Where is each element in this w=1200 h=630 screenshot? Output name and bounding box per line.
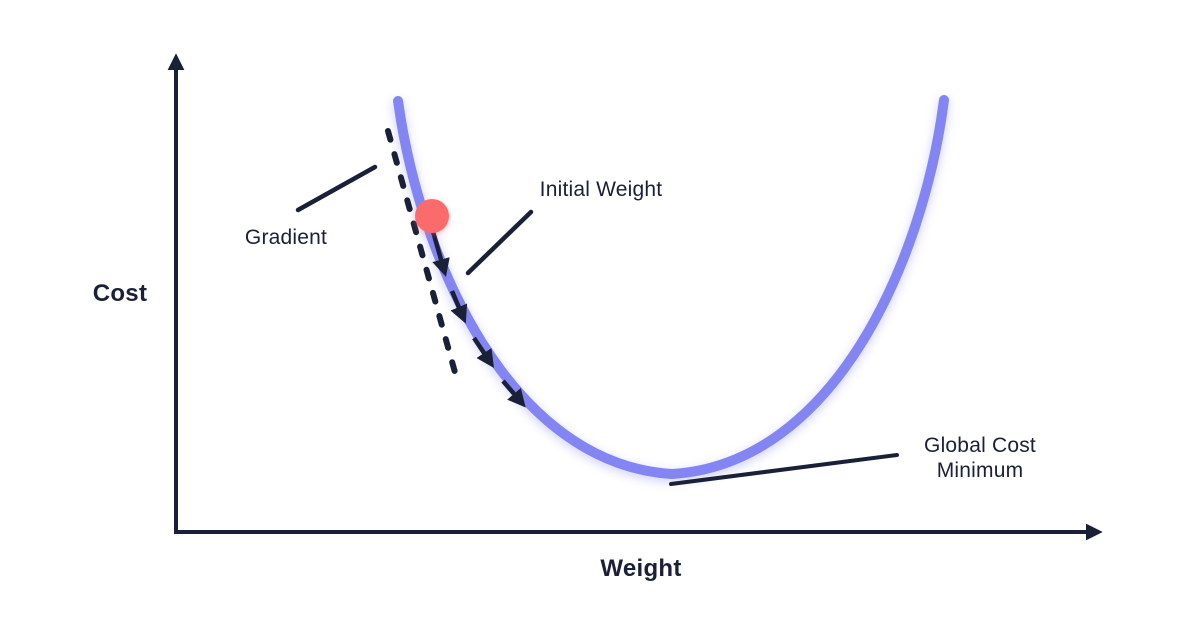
global-minimum-pointer-line bbox=[669, 453, 899, 486]
descent-arrow-2 bbox=[449, 290, 468, 324]
descent-arrow-1 bbox=[429, 227, 450, 277]
weight-axis-label: Weight bbox=[600, 555, 681, 582]
initial-weight-dot bbox=[415, 199, 449, 233]
cost-curve bbox=[393, 95, 949, 480]
initial-weight-pointer-line bbox=[465, 209, 534, 276]
global-minimum-label-line2: Minimum bbox=[937, 459, 1024, 482]
global-minimum-label-line1: Global Cost bbox=[924, 434, 1036, 457]
gradient-pointer-line bbox=[295, 164, 378, 213]
gradient-tangent-line bbox=[385, 128, 459, 379]
descent-arrow-3 bbox=[472, 336, 494, 368]
global-minimum-label: Global Cost Minimum bbox=[924, 434, 1036, 482]
initial-weight-label: Initial Weight bbox=[540, 178, 663, 201]
descent-arrow-4 bbox=[501, 379, 526, 408]
descent-arrows bbox=[429, 227, 526, 408]
cost-axis-label: Cost bbox=[93, 280, 148, 307]
gradient-label: Gradient bbox=[245, 226, 327, 249]
